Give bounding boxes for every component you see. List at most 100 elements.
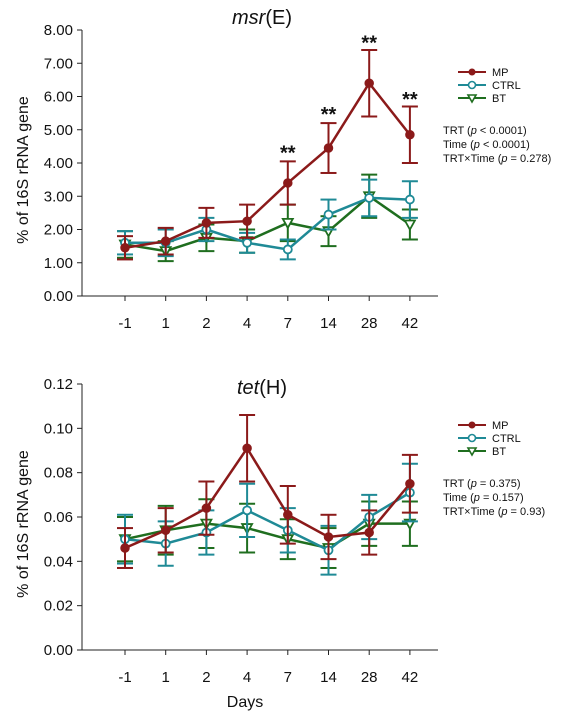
data-point xyxy=(364,193,375,203)
series-line xyxy=(124,194,411,253)
series-line xyxy=(125,196,410,251)
legend-marker xyxy=(467,433,477,443)
stats-line: Time (p = 0.157) xyxy=(443,492,524,504)
x-tick-label: 28 xyxy=(361,315,378,332)
series-mp xyxy=(117,48,418,261)
data-point xyxy=(282,244,293,255)
data-point xyxy=(160,525,171,536)
legend-label: BT xyxy=(492,446,506,458)
x-tick-label: 4 xyxy=(243,315,251,332)
y-tick-label: 0.10 xyxy=(44,420,73,437)
y-tick-label: 6.00 xyxy=(44,89,73,106)
significance-label: ** xyxy=(280,142,296,164)
y-tick-label: 1.00 xyxy=(44,255,73,272)
x-tick-label: -1 xyxy=(118,669,131,686)
x-tick-label: 4 xyxy=(243,669,251,686)
x-tick-label: 7 xyxy=(284,669,292,686)
series-line xyxy=(124,491,411,552)
chart-title: tet(H) xyxy=(237,377,287,399)
chart-tet-h: tet(H) % of 16S rRNA gene Days 0.000.020… xyxy=(15,376,545,711)
legend-label: CTRL xyxy=(492,80,521,92)
x-tick-label: -1 xyxy=(118,315,131,332)
legend-item-mp: MP xyxy=(458,420,509,432)
data-point xyxy=(364,527,374,538)
legend-label: MP xyxy=(492,67,509,79)
data-point xyxy=(405,129,415,140)
data-point xyxy=(404,194,415,205)
significance-label: ** xyxy=(361,33,377,55)
y-tick-label: 0.06 xyxy=(44,509,73,526)
x-axis-label: Days xyxy=(227,694,263,711)
legend-item-bt: BT xyxy=(458,93,506,105)
x-tick-label: 2 xyxy=(202,669,210,686)
x-tick-label: 42 xyxy=(402,669,419,686)
y-axis-label: % of 16S rRNA gene xyxy=(15,450,32,598)
significance-label: ** xyxy=(321,104,337,126)
y-tick-label: 0.00 xyxy=(44,642,73,659)
y-tick-label: 8.00 xyxy=(44,22,73,39)
y-tick-label: 0.02 xyxy=(44,598,73,615)
data-point xyxy=(201,503,212,513)
legend-label: CTRL xyxy=(492,433,521,445)
data-point xyxy=(283,510,293,520)
data-point xyxy=(323,532,334,542)
legend-marker xyxy=(466,447,478,457)
legend-item-mp: MP xyxy=(458,67,509,79)
data-point xyxy=(281,217,295,230)
legend-item-ctrl: CTRL xyxy=(458,433,521,445)
x-tick-label: 1 xyxy=(162,669,170,686)
data-point xyxy=(120,243,130,253)
data-point xyxy=(364,78,374,88)
series-bt xyxy=(117,173,418,263)
legend-marker xyxy=(466,94,478,104)
y-tick-label: 5.00 xyxy=(44,122,73,139)
legend-label: BT xyxy=(492,93,506,105)
data-point xyxy=(201,218,212,228)
stats-line: TRT×Time (p = 0.278) xyxy=(443,153,551,165)
data-point xyxy=(403,219,417,232)
stats-block: TRT (p < 0.0001) Time (p < 0.0001) TRT×Tim… xyxy=(443,125,551,165)
y-tick-label: 0.04 xyxy=(44,553,73,570)
y-axis-label: % of 16S rRNA gene xyxy=(15,96,32,244)
x-tick-label: 1 xyxy=(162,315,170,332)
data-point xyxy=(323,209,334,220)
x-tick-label: 14 xyxy=(320,315,337,332)
significance-label: ** xyxy=(402,89,418,111)
data-point xyxy=(242,443,252,454)
series-line xyxy=(124,81,411,250)
data-point xyxy=(283,178,293,188)
x-tick-label: 28 xyxy=(361,669,378,686)
y-tick-label: 0.08 xyxy=(44,465,73,482)
stats-line: Time (p < 0.0001) xyxy=(443,139,530,151)
data-point xyxy=(242,237,253,248)
legend-item-bt: BT xyxy=(458,446,506,458)
y-tick-label: 2.00 xyxy=(44,222,73,239)
x-tick-label: 2 xyxy=(202,315,210,332)
stats-line: TRT×Time (p = 0.93) xyxy=(443,506,545,518)
data-point xyxy=(405,479,415,489)
data-point xyxy=(120,543,130,553)
plot-area: 0.00 0.02 0.04 0.06 0.08 0.10 0.12 -1 1 2 4 7 14 28 42 xyxy=(44,376,438,686)
legend-label: MP xyxy=(492,420,509,432)
series-line xyxy=(124,522,410,550)
y-tick-label: 3.00 xyxy=(44,188,73,205)
plot-area: 0.00 1.00 2.00 3.00 4.00 5.00 6.00 7.00 8.00 -1 1 2… xyxy=(44,22,438,332)
data-point xyxy=(242,505,253,516)
x-tick-label: 14 xyxy=(320,669,337,686)
data-point xyxy=(242,216,252,226)
stats-line: TRT (p < 0.0001) xyxy=(443,125,527,137)
legend-marker xyxy=(468,421,476,429)
series-mp xyxy=(117,414,418,569)
legend-marker xyxy=(468,68,476,76)
y-tick-label: 0.12 xyxy=(44,376,73,393)
y-tick-label: 4.00 xyxy=(44,155,73,172)
y-tick-label: 7.00 xyxy=(44,55,73,72)
stats-block: TRT (p = 0.375) Time (p = 0.157) TRT×Time … xyxy=(443,478,545,518)
stats-line: TRT (p = 0.375) xyxy=(443,478,521,490)
series-line xyxy=(124,445,411,550)
chart-title: msr(E) xyxy=(232,7,292,29)
